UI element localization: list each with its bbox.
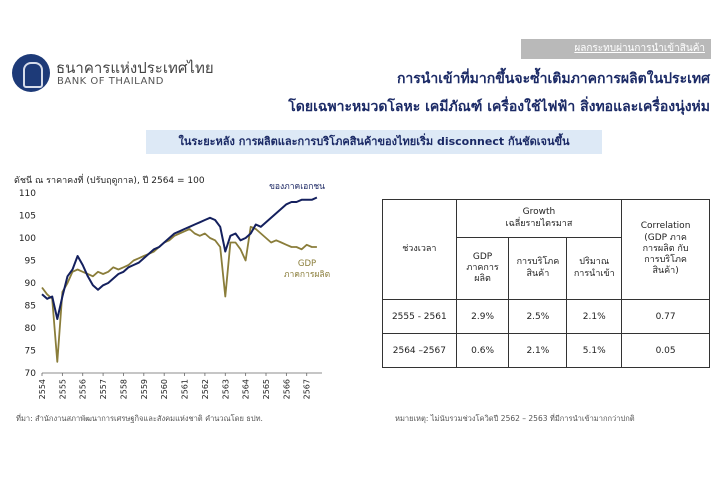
cell-consumption: 2.1%	[508, 333, 568, 368]
bank-name-english: BANK OF THAILAND	[57, 76, 164, 87]
col-period-header: ช่วงเวลา	[382, 199, 457, 300]
x-tick-label: 2555	[58, 379, 67, 399]
corr-header-line-4: การบริโภค	[644, 255, 687, 266]
series-label-consumption: ของภาคเอกชน	[269, 182, 325, 192]
col-consumption-header: การบริโภค สินค้า	[508, 237, 568, 300]
growth-header-line-1: Growth	[522, 207, 556, 218]
y-tick-label: 110	[19, 189, 36, 199]
x-tick-label: 2558	[119, 379, 128, 399]
series-line-consumption	[41, 196, 318, 320]
gdp-header-line-1: GDP	[472, 251, 493, 262]
cell-consumption: 2.5%	[508, 299, 568, 334]
cell-period: 2555 - 2561	[382, 299, 457, 334]
x-tick-label: 2565	[262, 379, 271, 399]
corr-header-line-3: การผลิต กับ	[642, 243, 689, 254]
x-tick-label: 2566	[282, 379, 291, 399]
series-line-gdp	[41, 225, 317, 363]
x-tick-label: 2554	[38, 379, 47, 399]
consumption-header-line-2: สินค้า	[526, 268, 550, 279]
x-tick-label: 2563	[221, 379, 230, 399]
bank-name-thai: ธนาคารแห่งประเทศไทย	[56, 59, 214, 77]
cell-period: 2564 –2567	[382, 333, 457, 368]
y-tick-label: 80	[25, 324, 37, 334]
corr-header-line-1: Correlation	[640, 221, 691, 232]
cell-imports: 5.1%	[566, 333, 623, 368]
cell-correlation: 0.77	[621, 299, 710, 334]
chart-title: ดัชนี ณ ราคาคงที่ (ปรับฤดูกาล), ปี 2564 …	[14, 176, 205, 186]
x-tick-label: 2559	[140, 379, 149, 399]
headline-line-1: การนำเข้าที่มากขึ้นจะซ้ำเติมภาคการผลิตใน…	[396, 71, 710, 87]
cell-imports: 2.1%	[566, 299, 623, 334]
gdp-header-line-3: ผลิต	[474, 274, 491, 285]
line-chart: 110 105 100 95 90 85 80 75 70 2554 2555 2556 2557 25…	[19, 180, 330, 399]
x-tick-label: 2556	[79, 379, 88, 399]
section-tag[interactable]: ผลกระทบผ่านการนำเข้าสินค้า	[521, 39, 711, 59]
x-tick-label: 2557	[99, 379, 108, 399]
series-label-gdp: GDP	[298, 259, 316, 269]
y-tick-label: 100	[19, 234, 36, 244]
consumption-header-line-1: การบริโภค	[516, 257, 560, 268]
table-row: 2555 - 2561 2.9% 2.5% 2.1% 0.77	[382, 299, 710, 334]
y-tick-label: 70	[25, 369, 37, 379]
x-tick-label: 2564	[242, 379, 251, 399]
col-gdp-header: GDP ภาคการ ผลิต	[455, 237, 510, 300]
growth-header-line-2: เฉลี่ยรายไตรมาส	[505, 218, 573, 229]
source-note: ที่มา: สำนักงานสภาพัฒนาการเศรษฐกิจและสัง…	[16, 414, 263, 423]
cell-gdp: 0.6%	[455, 333, 510, 368]
summary-banner: ในระยะหลัง การผลิตและการบริโภคสินค้าของไ…	[146, 130, 602, 154]
x-tick-label: 2560	[160, 379, 169, 399]
col-correlation-header: Correlation (GDP ภาค การผลิต กับ การบริโ…	[621, 199, 710, 300]
imports-header-line-1: ปริมาณ	[579, 257, 610, 268]
bank-logo	[12, 54, 50, 92]
cell-correlation: 0.05	[621, 333, 710, 368]
col-growth-header: Growth เฉลี่ยรายไตรมาส	[455, 199, 623, 238]
cell-gdp: 2.9%	[455, 299, 510, 334]
growth-table: ช่วงเวลา Growth เฉลี่ยรายไตรมาส Correlat…	[382, 199, 710, 368]
series-label-consumption: การบริโภคสินค้า	[266, 180, 328, 181]
x-tick-label: 2567	[303, 379, 312, 399]
y-tick-label: 75	[25, 347, 36, 357]
series-label-gdp: ภาคการผลิต	[284, 270, 330, 280]
gdp-header-line-2: ภาคการ	[466, 262, 499, 273]
col-imports-header: ปริมาณ การนำเข้า	[566, 237, 623, 300]
corr-header-line-5: สินค้า)	[652, 266, 679, 277]
table-row: 2564 –2567 0.6% 2.1% 5.1% 0.05	[382, 333, 710, 368]
x-tick-label: 2561	[181, 379, 190, 399]
remark-note: หมายเหตุ: ไม่นับรวมช่วงโควิดปี 2562 – 25…	[395, 414, 635, 423]
y-tick-label: 90	[25, 279, 37, 289]
y-tick-label: 105	[19, 212, 36, 222]
headline-line-2: โดยเฉพาะหมวดโลหะ เคมีภัณฑ์ เครื่องใช้ไฟฟ…	[288, 99, 710, 115]
x-tick-label: 2562	[201, 379, 210, 399]
y-tick-label: 85	[25, 302, 36, 312]
y-tick-label: 95	[25, 257, 36, 267]
corr-header-line-2: (GDP ภาค	[644, 232, 687, 243]
imports-header-line-2: การนำเข้า	[573, 268, 615, 279]
